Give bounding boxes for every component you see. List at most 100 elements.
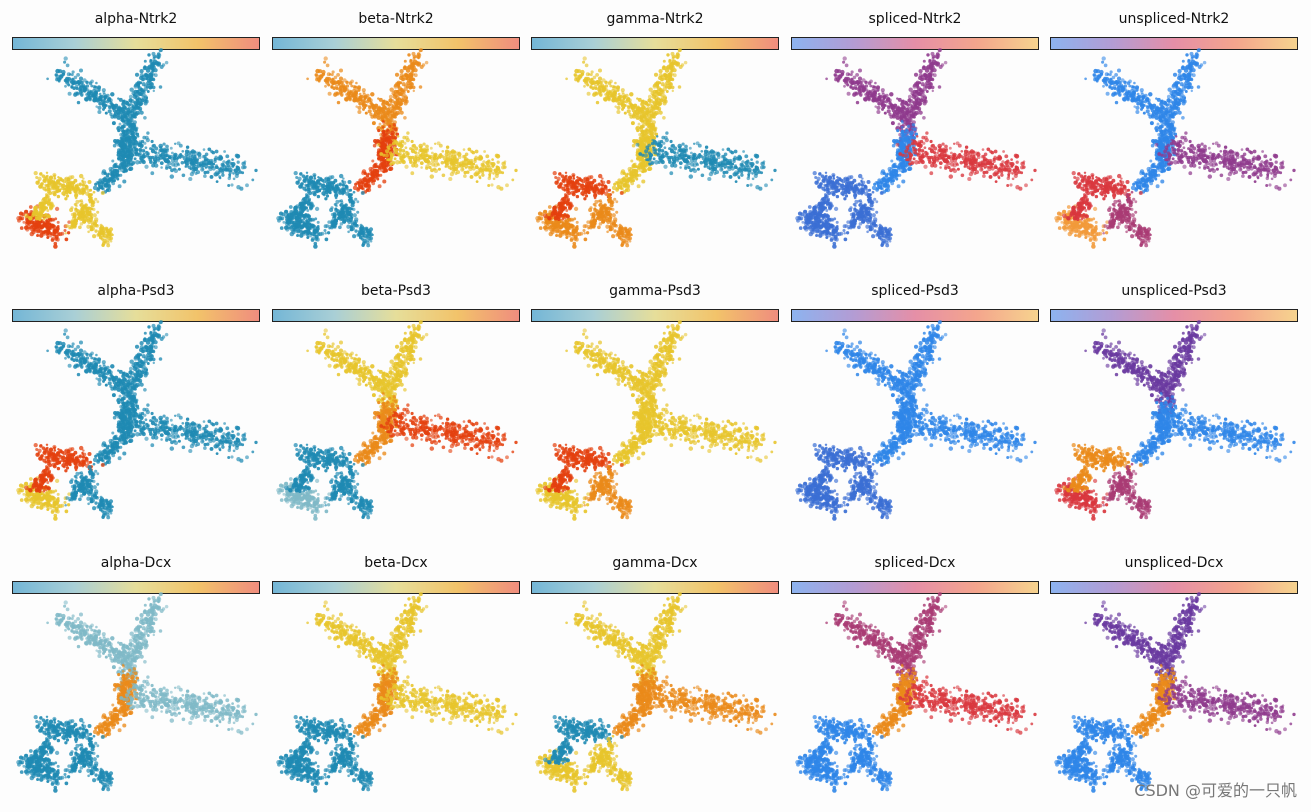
cell-point xyxy=(448,176,453,182)
cell-point xyxy=(346,216,350,221)
cell-point xyxy=(620,88,625,93)
cell-point xyxy=(385,149,390,154)
cell-point xyxy=(118,97,123,102)
cell-point xyxy=(342,219,347,224)
cell-point xyxy=(474,155,478,159)
cell-point xyxy=(556,179,560,182)
cell-point xyxy=(28,205,33,209)
cell-point xyxy=(372,109,376,113)
cell-point xyxy=(46,214,50,218)
cell-point xyxy=(652,115,656,119)
cell-point xyxy=(79,218,82,222)
cell-point xyxy=(335,199,340,204)
cell-point xyxy=(651,111,656,116)
cell-point xyxy=(502,165,507,170)
cell-point xyxy=(663,150,668,155)
cell-point xyxy=(400,88,404,92)
cell-point xyxy=(44,229,50,234)
cell-point xyxy=(412,57,416,61)
cell-point xyxy=(352,234,357,239)
cell-point xyxy=(112,143,117,148)
cell-point xyxy=(414,163,419,168)
cell-point xyxy=(357,89,361,92)
cell-point xyxy=(357,109,362,115)
cell-point xyxy=(64,237,69,242)
cell-point xyxy=(195,160,199,165)
cell-point xyxy=(401,95,406,99)
cell-point xyxy=(75,81,78,85)
cell-point xyxy=(338,190,343,195)
cell-point xyxy=(708,155,712,159)
cell-point xyxy=(53,177,57,180)
cell-point xyxy=(400,153,404,157)
cell-point xyxy=(74,84,79,89)
cell-point xyxy=(616,89,620,92)
cell-point xyxy=(76,72,81,77)
cell-point xyxy=(564,174,568,178)
cell-point xyxy=(38,214,43,219)
cell-point xyxy=(483,150,487,153)
cell-point xyxy=(152,89,156,93)
cell-point xyxy=(218,155,224,161)
cell-point xyxy=(100,191,105,195)
cell-point xyxy=(161,63,166,67)
cell-point xyxy=(364,111,368,115)
cell-point xyxy=(188,176,193,182)
cell-point xyxy=(306,214,310,218)
cell-point xyxy=(660,160,665,165)
cell-point xyxy=(306,236,310,239)
cell-point xyxy=(78,190,83,195)
cell-point xyxy=(641,129,645,134)
cell-point xyxy=(492,177,496,181)
cell-point xyxy=(102,228,106,232)
cell-point xyxy=(617,92,621,96)
cell-point xyxy=(335,204,338,208)
cell-point xyxy=(593,184,598,189)
cell-group-leftTop xyxy=(284,188,322,222)
cell-point xyxy=(609,79,613,84)
cell-point xyxy=(31,213,35,218)
cell-point xyxy=(388,166,394,171)
cell-point xyxy=(215,180,219,183)
cell-point xyxy=(597,68,603,73)
cell-point xyxy=(56,220,60,224)
cell-point xyxy=(761,161,765,165)
cell-point xyxy=(354,197,358,201)
cell-point xyxy=(116,106,122,111)
cell-point xyxy=(334,192,339,197)
cell-point xyxy=(295,220,299,225)
cell-point xyxy=(640,149,644,153)
cell-point xyxy=(157,151,160,155)
cell-point xyxy=(597,188,601,191)
cell-point xyxy=(201,160,206,165)
cell-point xyxy=(400,139,405,144)
cell-point xyxy=(135,160,140,165)
cell-point xyxy=(39,220,42,224)
cell-point xyxy=(35,175,39,180)
cell-point xyxy=(692,157,696,160)
cell-point xyxy=(598,80,602,83)
cell-point xyxy=(334,218,338,222)
cell-point xyxy=(583,190,588,195)
cell-point xyxy=(352,213,357,218)
cell-point xyxy=(732,159,736,164)
cell-point xyxy=(101,187,104,190)
cell-point xyxy=(316,220,320,224)
cell-point xyxy=(311,236,315,241)
cell-point xyxy=(90,216,94,220)
cell-point xyxy=(671,89,675,93)
cell-point xyxy=(135,110,140,115)
cell-point xyxy=(330,175,335,180)
cell-point xyxy=(66,231,71,235)
cell-point xyxy=(389,158,393,162)
cell-point xyxy=(128,94,133,99)
cell-point xyxy=(661,149,665,153)
cell-point xyxy=(35,220,39,225)
cell-point xyxy=(94,85,97,89)
cell-point xyxy=(601,177,604,180)
cell-point xyxy=(613,182,617,186)
cell-point xyxy=(367,109,372,114)
cell-point xyxy=(314,234,319,239)
cell-point xyxy=(613,91,617,95)
